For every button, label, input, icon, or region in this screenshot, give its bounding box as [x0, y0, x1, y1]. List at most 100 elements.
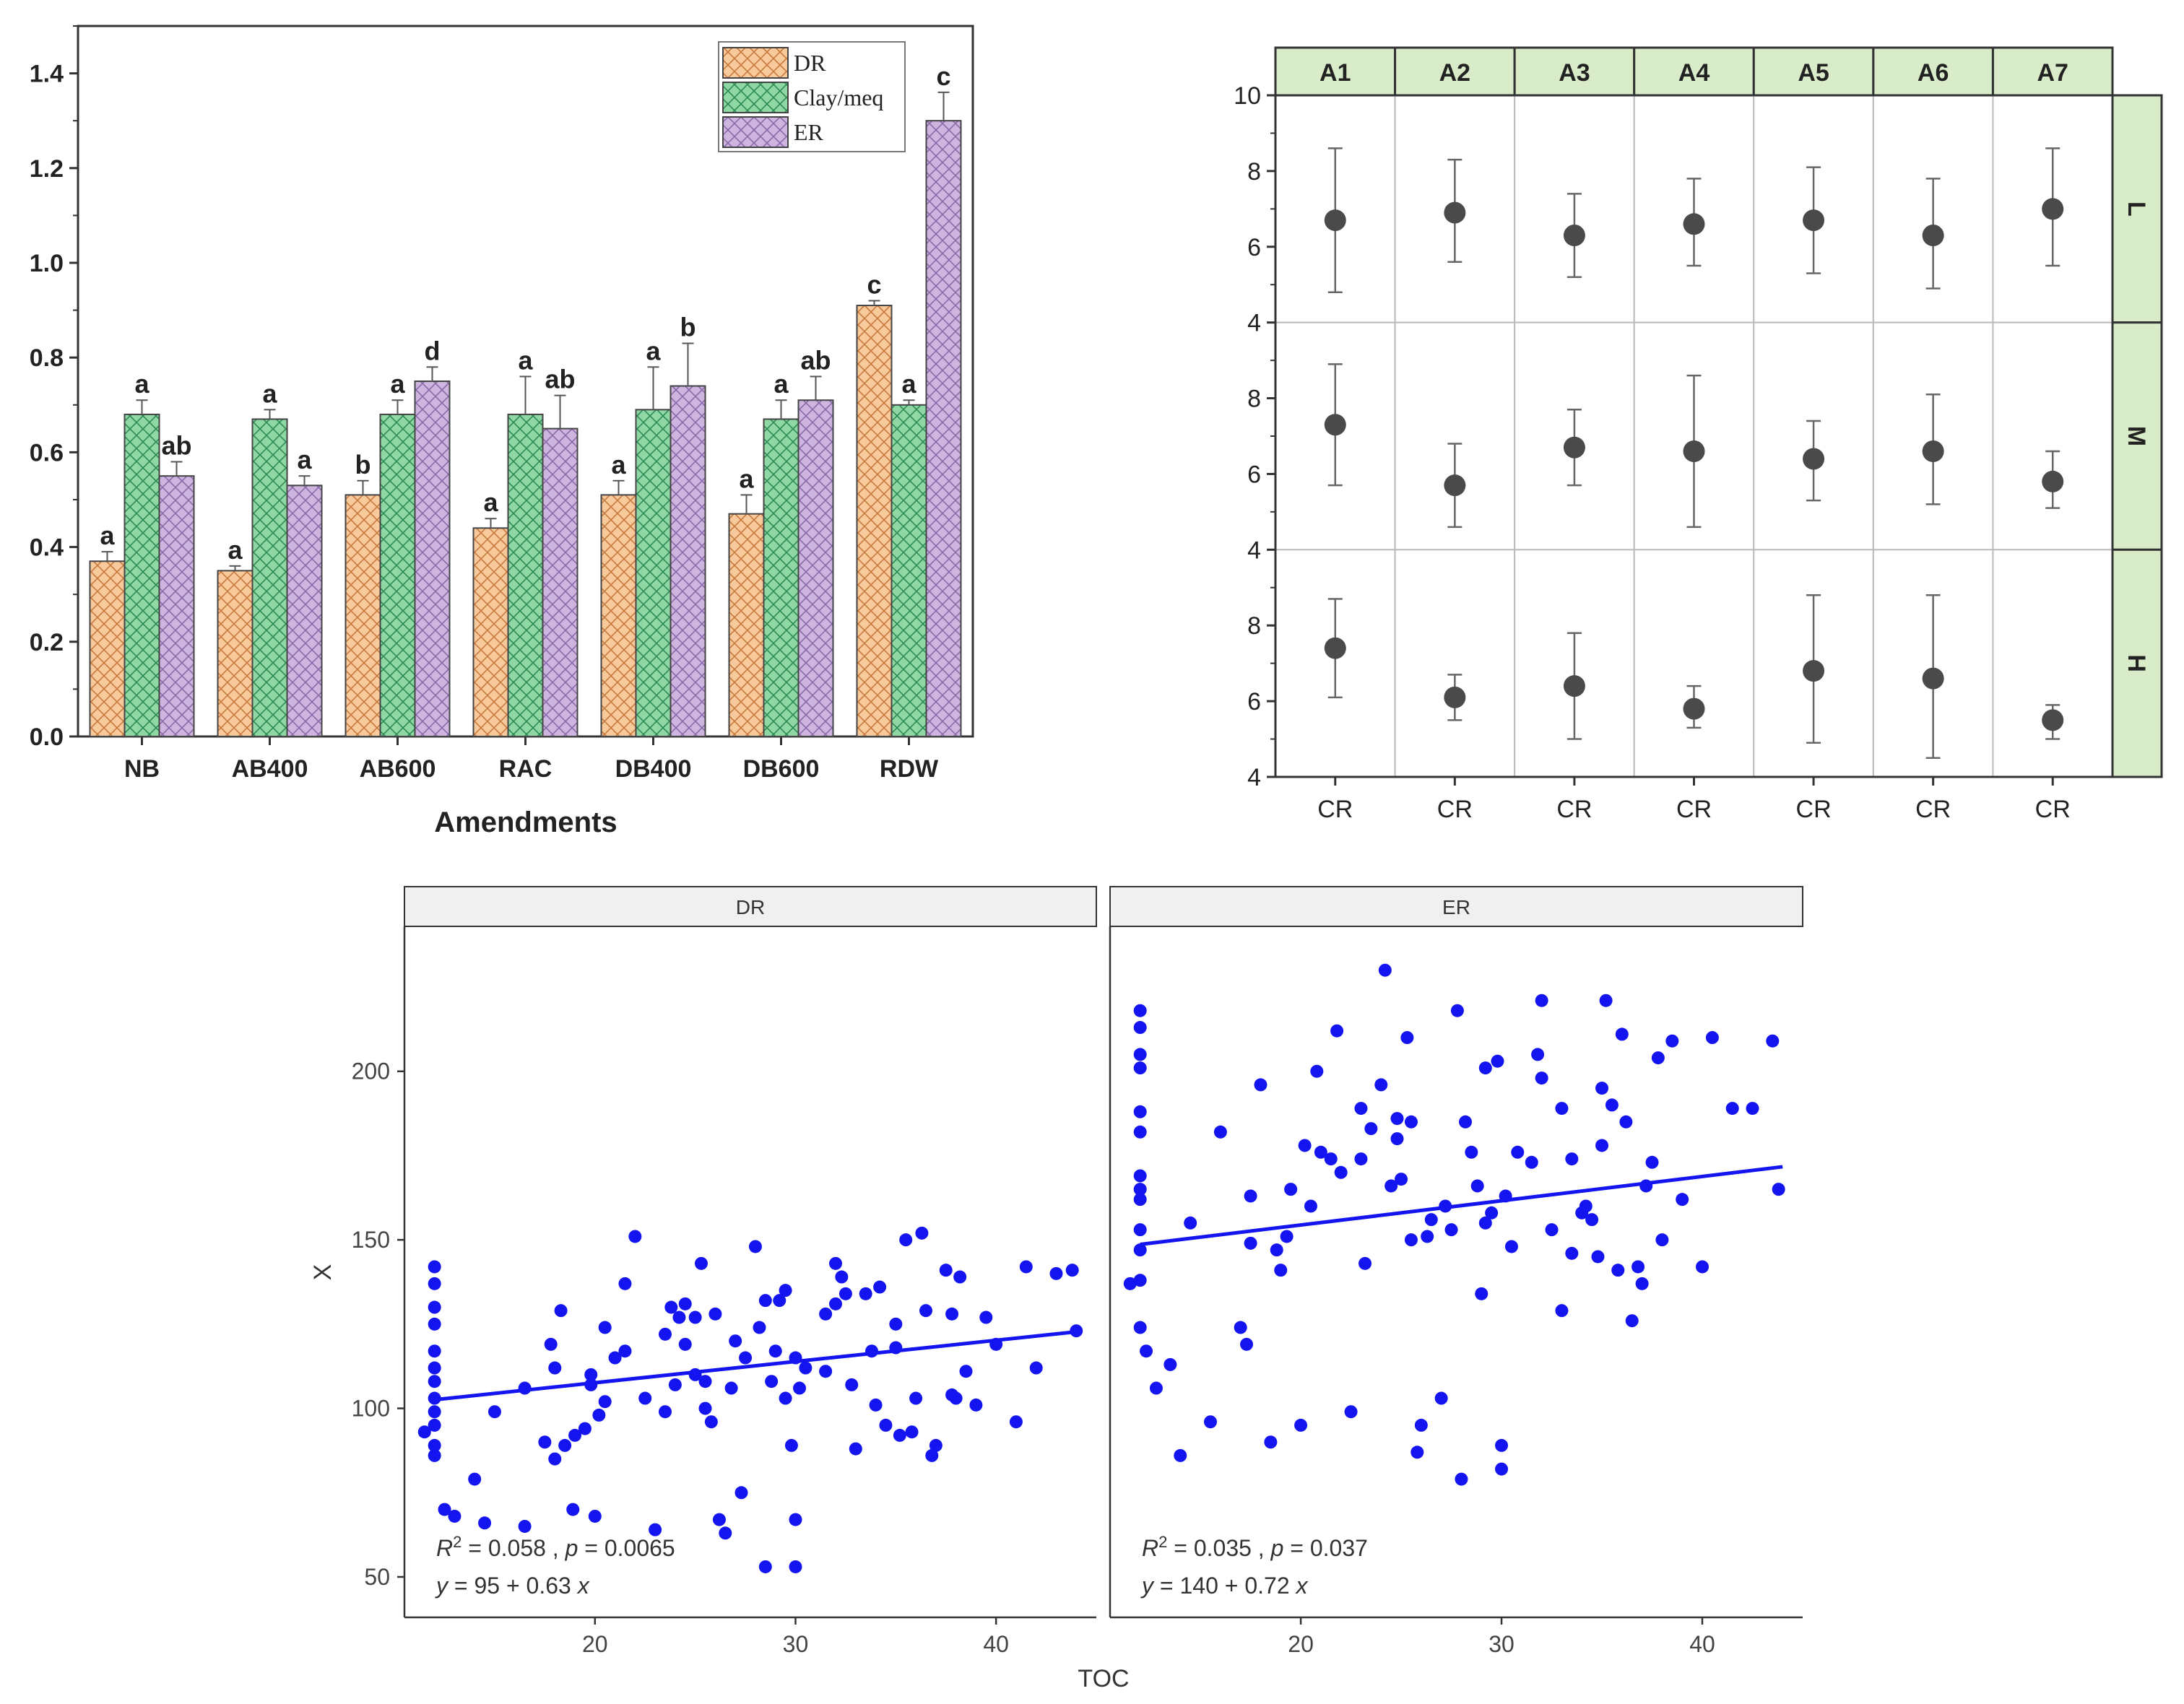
facet-x-tick-label: CR [1556, 796, 1592, 823]
scatter-point [544, 1337, 558, 1351]
scatter-point [1495, 1438, 1509, 1452]
scatter-point [1585, 1213, 1599, 1227]
facet-x-tick-label: CR [1796, 796, 1832, 823]
facet-panel [1394, 549, 1516, 778]
facet-mean-point [2042, 470, 2064, 492]
scatter-point [1491, 1054, 1504, 1068]
scatter-point [1535, 994, 1548, 1007]
scatter-point [1531, 1048, 1545, 1061]
scatter-point [1314, 1145, 1327, 1159]
scatter-point [428, 1448, 441, 1462]
scatter-point [1284, 1183, 1298, 1196]
scatter-point [438, 1503, 451, 1516]
scatter-point [959, 1365, 973, 1378]
scatter-point [548, 1361, 562, 1375]
scatter-point [1434, 1391, 1448, 1405]
bar-x-tick-label: NB [124, 755, 160, 783]
facet-mean-point [2042, 709, 2064, 731]
significance-label: a [901, 369, 916, 399]
scatter-point [1294, 1418, 1308, 1432]
scatter-point [925, 1448, 939, 1462]
scatter-point [698, 1401, 712, 1415]
scatter-x-tick-label: 40 [983, 1631, 1009, 1657]
scatter-point [1676, 1193, 1689, 1207]
significance-label: a [228, 535, 243, 565]
scatter-point [1632, 1260, 1645, 1274]
facet-panel [1992, 321, 2113, 551]
scatter-point [668, 1378, 682, 1391]
facet-y-tick-label: 4 [1247, 764, 1261, 791]
scatter-point [428, 1260, 441, 1274]
facet-mean-point [1563, 436, 1585, 458]
scatter-point [753, 1321, 766, 1334]
scatter-point [428, 1361, 441, 1375]
bar-er [925, 120, 962, 737]
bar-x-tick-label: RDW [880, 755, 939, 783]
scatter-point [799, 1361, 812, 1375]
facet-mean-point [1324, 637, 1346, 659]
scatter-point [708, 1307, 722, 1321]
scatter-point [929, 1438, 942, 1452]
facet-x-tick-label: CR [1317, 796, 1353, 823]
legend-label: Clay/meq [794, 84, 883, 110]
scatter-point [1070, 1324, 1083, 1338]
scatter-point [1174, 1448, 1187, 1462]
facet-mean-point [1324, 414, 1346, 436]
significance-label: a [297, 445, 312, 474]
scatter-point [1324, 1152, 1338, 1166]
scatter-point [829, 1256, 843, 1270]
scatter-point [1772, 1183, 1785, 1196]
bar-er [670, 385, 706, 737]
bar-dr [89, 560, 126, 738]
scatter-point [1310, 1064, 1324, 1078]
scatter-point [1133, 1061, 1147, 1075]
scatter-point [1595, 1139, 1609, 1152]
scatter-point [1344, 1405, 1358, 1419]
scatter-x-axis-label: TOC [1078, 1665, 1129, 1692]
scatter-point [729, 1334, 742, 1348]
scatter-point [1133, 1321, 1147, 1334]
legend-swatch [722, 82, 789, 113]
scatter-point [919, 1304, 932, 1318]
significance-label: a [611, 450, 626, 479]
significance-label: c [867, 269, 881, 299]
scatter-point [1164, 1357, 1177, 1371]
scatter-point [758, 1294, 772, 1308]
scatter-point [558, 1438, 572, 1452]
facet-y-tick-label: 8 [1247, 386, 1261, 413]
scatter-point [915, 1226, 929, 1240]
facet-mean-point [1803, 448, 1825, 470]
facet-mean-point [1922, 667, 1944, 690]
scatter-point [899, 1233, 913, 1247]
scatter-point [734, 1486, 748, 1500]
scatter-point [1625, 1314, 1639, 1328]
scatter-y-tick-label: 50 [364, 1564, 390, 1590]
scatter-point [905, 1425, 919, 1439]
scatter-point [1645, 1155, 1659, 1169]
legend-swatch [722, 47, 789, 79]
scatter-point [1414, 1418, 1428, 1432]
bar-x-tick-label: RAC [499, 755, 552, 783]
significance-label: b [355, 450, 371, 479]
scatter-point [1404, 1233, 1418, 1247]
scatter-x-tick-label: 30 [1488, 1631, 1514, 1657]
scatter-point [1133, 1125, 1147, 1139]
scatter-point [838, 1287, 852, 1300]
scatter-point [428, 1405, 441, 1419]
scatter-point [428, 1300, 441, 1314]
bar-y-tick-label: 0.0 [30, 723, 64, 751]
facet-row-label: M [2123, 426, 2150, 446]
scatter-point [618, 1344, 632, 1358]
scatter-point [949, 1391, 963, 1405]
bar-dr [856, 305, 893, 738]
significance-label: a [739, 464, 754, 493]
scatter-point [428, 1375, 441, 1388]
bar-y-tick-label: 1.4 [30, 61, 64, 88]
scatter-point [538, 1435, 552, 1449]
significance-label: c [936, 61, 950, 91]
scatter-point [748, 1240, 762, 1253]
scatter-point [428, 1277, 441, 1290]
scatter-point [1149, 1381, 1163, 1395]
